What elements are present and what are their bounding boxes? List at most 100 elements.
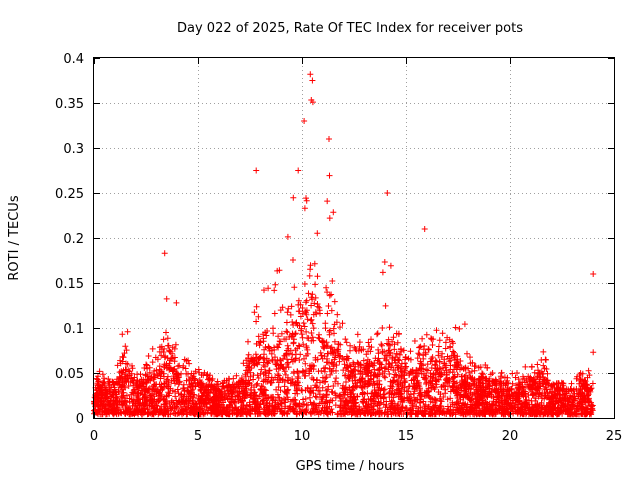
- data-point: [584, 374, 591, 381]
- data-point: [151, 405, 158, 412]
- data-point: [301, 281, 308, 287]
- data-point: [281, 383, 288, 390]
- data-point: [329, 397, 336, 404]
- data-point: [303, 344, 310, 351]
- data-point: [169, 368, 176, 375]
- data-point: [467, 354, 473, 361]
- data-point: [489, 370, 496, 376]
- data-point: [385, 347, 392, 354]
- data-point: [218, 411, 225, 418]
- data-point: [177, 399, 183, 406]
- data-point: [224, 395, 231, 402]
- data-point: [379, 269, 386, 276]
- data-point: [157, 375, 164, 382]
- data-point: [450, 348, 456, 355]
- data-point: [303, 328, 310, 335]
- data-point: [272, 410, 278, 417]
- data-point: [130, 387, 137, 394]
- data-point: [173, 403, 180, 410]
- data-point: [348, 411, 355, 418]
- data-point: [245, 338, 251, 345]
- data-point: [242, 393, 249, 400]
- data-point: [502, 411, 509, 418]
- data-point: [266, 367, 273, 374]
- data-point: [385, 366, 392, 373]
- data-point: [296, 357, 303, 363]
- data-point: [237, 393, 243, 400]
- data-point: [290, 194, 297, 201]
- data-point: [411, 394, 418, 401]
- data-point: [99, 402, 106, 409]
- data-point: [319, 384, 326, 391]
- data-point: [316, 307, 323, 314]
- data-point: [122, 397, 129, 404]
- y-tick-label: 0.4: [63, 52, 84, 67]
- data-point: [534, 374, 541, 381]
- data-point: [118, 368, 125, 375]
- data-point: [406, 372, 413, 379]
- data-point: [100, 388, 106, 395]
- data-point: [238, 410, 245, 417]
- data-point: [382, 302, 389, 309]
- data-point: [347, 347, 353, 354]
- data-point: [109, 408, 116, 415]
- data-point: [259, 398, 266, 405]
- data-point: [446, 409, 453, 416]
- data-points: [91, 71, 597, 418]
- data-point: [294, 368, 301, 375]
- data-point: [302, 372, 309, 379]
- data-point: [172, 341, 179, 348]
- data-point: [325, 303, 332, 309]
- data-point: [261, 377, 267, 384]
- data-point: [183, 377, 190, 384]
- data-point: [421, 343, 428, 349]
- data-point: [429, 358, 435, 365]
- data-point: [290, 257, 296, 263]
- data-point: [562, 403, 568, 410]
- data-point: [355, 360, 362, 367]
- data-point: [583, 385, 590, 391]
- data-point: [224, 384, 230, 391]
- data-point: [187, 390, 194, 397]
- data-point: [425, 379, 432, 386]
- data-point: [181, 391, 188, 398]
- data-point: [271, 346, 278, 353]
- data-point: [313, 311, 320, 317]
- data-point: [391, 341, 398, 348]
- data-point: [450, 340, 456, 347]
- data-point: [303, 197, 310, 204]
- data-point: [409, 400, 416, 407]
- data-point: [492, 402, 499, 408]
- data-point: [308, 302, 315, 309]
- x-axis-label: GPS time / hours: [296, 459, 405, 474]
- data-point: [326, 292, 333, 299]
- data-point: [379, 370, 386, 376]
- data-point: [167, 348, 174, 355]
- data-point: [271, 310, 278, 317]
- data-point: [259, 383, 266, 390]
- data-point: [357, 368, 364, 375]
- data-point: [243, 357, 250, 364]
- data-point: [369, 362, 376, 369]
- data-point: [247, 373, 254, 380]
- data-point: [534, 361, 541, 368]
- data-point: [349, 410, 356, 417]
- data-point: [287, 380, 294, 387]
- chart-title: Day 022 of 2025, Rate Of TEC Index for r…: [177, 21, 523, 36]
- data-point: [395, 401, 402, 408]
- data-point: [271, 287, 278, 294]
- data-point: [126, 395, 133, 402]
- data-point: [127, 379, 134, 385]
- data-point: [101, 380, 108, 387]
- data-point: [280, 355, 287, 362]
- data-point: [292, 408, 299, 414]
- data-point: [469, 401, 476, 408]
- data-point: [436, 358, 443, 365]
- data-point: [394, 339, 401, 346]
- data-point: [288, 303, 295, 310]
- data-point: [577, 390, 584, 397]
- data-point: [330, 383, 337, 389]
- data-point: [326, 365, 333, 372]
- data-point: [151, 396, 158, 403]
- data-point: [560, 400, 567, 407]
